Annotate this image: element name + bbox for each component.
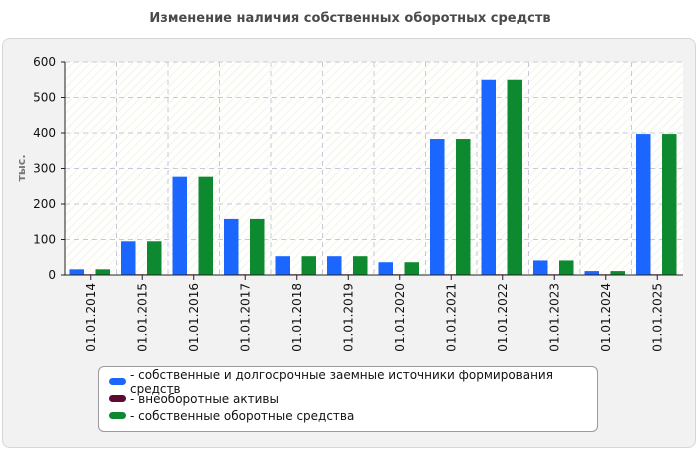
- x-tick-label: 01.01.2024: [599, 283, 613, 352]
- x-tick-label: 01.01.2023: [547, 283, 561, 352]
- bar: [198, 176, 213, 275]
- x-tick-label: 01.01.2015: [135, 283, 149, 352]
- chart-legend: - собственные и долгосрочные заемные ист…: [98, 366, 598, 432]
- legend-swatch: [109, 378, 126, 385]
- legend-label: - собственные оборотные средства: [130, 408, 355, 423]
- x-tick-label: 01.01.2019: [341, 283, 355, 352]
- bar: [250, 218, 265, 275]
- bar: [533, 260, 548, 275]
- bar: [481, 79, 496, 275]
- bar: [224, 218, 239, 275]
- chart-title: Изменение наличия собственных оборотных …: [149, 11, 551, 26]
- bar: [69, 269, 84, 275]
- y-tick-label: 0: [48, 268, 56, 282]
- y-tick-label: 300: [33, 162, 56, 176]
- x-tick-label: 01.01.2020: [393, 283, 407, 352]
- y-tick-label: 400: [33, 126, 56, 140]
- x-tick-label: 01.01.2018: [290, 283, 304, 352]
- bar: [559, 260, 574, 275]
- bar: [172, 176, 187, 275]
- bar: [610, 271, 625, 275]
- x-tick-label: 01.01.2016: [187, 283, 201, 352]
- legend-item: - собственные оборотные средства: [109, 407, 597, 424]
- bar: [404, 262, 419, 275]
- bar: [507, 79, 522, 275]
- y-tick-label: 500: [33, 91, 56, 105]
- bar: [275, 256, 290, 275]
- legend-swatch: [109, 395, 126, 402]
- bar: [147, 241, 162, 275]
- x-tick-label: 01.01.2017: [238, 283, 252, 352]
- x-tick-label: 01.01.2022: [496, 283, 510, 352]
- bar: [662, 134, 677, 275]
- bar: [636, 134, 651, 275]
- legend-item: - внеоборотные активы: [109, 390, 597, 407]
- bar: [378, 262, 393, 275]
- legend-item: - собственные и долгосрочные заемные ист…: [109, 368, 597, 396]
- bar: [95, 269, 110, 275]
- y-axis-label: тыс.: [15, 154, 28, 181]
- bar: [327, 256, 342, 275]
- y-tick-label: 200: [33, 197, 56, 211]
- bar: [430, 139, 445, 275]
- y-tick-label: 600: [33, 55, 56, 69]
- bar: [353, 256, 368, 275]
- bar: [456, 139, 471, 275]
- bar: [301, 256, 316, 275]
- legend-label: - внеоборотные активы: [130, 391, 279, 406]
- x-tick-label: 01.01.2014: [84, 283, 98, 352]
- legend-label: - собственные и долгосрочные заемные ист…: [130, 367, 553, 396]
- x-tick-label: 01.01.2021: [444, 283, 458, 352]
- y-tick-label: 100: [33, 233, 56, 247]
- bar: [584, 271, 599, 275]
- x-tick-label: 01.01.2025: [650, 283, 664, 352]
- bar: [121, 241, 136, 275]
- legend-swatch: [109, 412, 126, 419]
